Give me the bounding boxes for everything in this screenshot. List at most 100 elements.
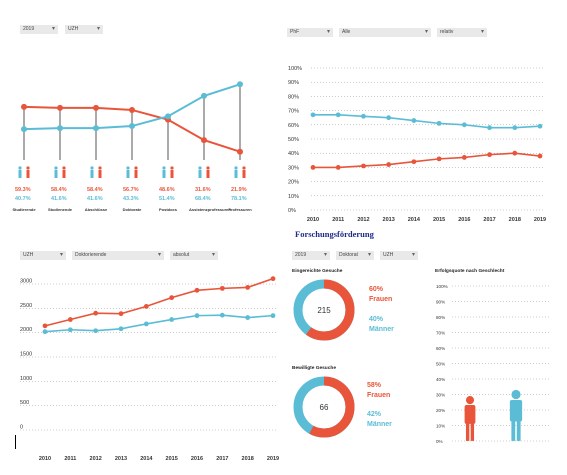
mode-dropdown[interactable]: relativ ▾ <box>437 28 487 37</box>
approved-female-label: Frauen <box>367 392 391 399</box>
male-point <box>67 327 73 333</box>
approved-male-pct: 42% <box>367 411 382 418</box>
female-point <box>194 287 200 293</box>
university-dropdown[interactable]: UZH ▾ <box>65 25 103 34</box>
approved-donut: 66 <box>293 376 355 438</box>
female-point <box>512 150 518 156</box>
female-share-label: 56.7% <box>123 187 139 193</box>
submitted-female-pct: 60% <box>369 286 384 293</box>
female-segment <box>293 279 355 341</box>
female-icon <box>170 166 174 170</box>
female-icon <box>26 170 30 178</box>
female-series-line <box>313 152 541 169</box>
female-point <box>237 148 243 155</box>
male-point <box>361 113 366 119</box>
chevron-down-icon: ▾ <box>326 29 330 35</box>
year-dropdown-2[interactable]: 2019 ▾ <box>292 251 330 260</box>
female-icon <box>62 170 66 178</box>
career-pipeline-chart <box>18 81 246 178</box>
male-icon <box>198 170 202 178</box>
male-icon <box>90 166 94 170</box>
chevron-down-icon: ▾ <box>59 252 63 258</box>
absolute-count-chart: 0 500 1000 1500 2000 2500 3000 2010 2011 2012 2013… <box>20 276 279 462</box>
leg-shape <box>465 422 470 441</box>
stage-dropdown-label: Alle <box>342 29 351 35</box>
y-tick-label: 70% <box>436 331 445 336</box>
y-tick-label: 30% <box>436 393 445 398</box>
male-icon <box>18 170 22 178</box>
university-dropdown-label: UZH <box>68 26 79 32</box>
faculty-dropdown[interactable]: PhF ▾ <box>287 28 333 37</box>
male-point <box>411 118 417 123</box>
section-title: Forschungsförderung <box>295 229 374 239</box>
female-icon <box>62 166 66 170</box>
female-icon <box>98 166 102 170</box>
stage-dropdown[interactable]: Alle ▾ <box>339 28 431 37</box>
male-icon <box>162 170 166 178</box>
male-point <box>487 125 492 131</box>
person-icons <box>54 166 66 178</box>
x-tick-label: 2013 <box>115 456 127 462</box>
female-point <box>537 153 543 159</box>
university-dropdown-3-label: UZH <box>383 252 394 258</box>
submitted-male-pct: 40% <box>369 316 384 323</box>
group-dropdown-label: Doktorierende <box>75 252 107 258</box>
y-tick-label: 2500 <box>20 303 32 309</box>
male-point <box>461 122 467 128</box>
chevron-down-icon: ▾ <box>157 252 161 258</box>
female-figure <box>464 396 476 441</box>
female-point <box>487 152 492 158</box>
level-dropdown[interactable]: Doktorat ▾ <box>336 251 374 260</box>
leg-shape <box>470 422 475 441</box>
female-point <box>270 276 276 282</box>
female-point <box>361 163 366 169</box>
y-tick-label: 100% <box>436 284 448 289</box>
female-share-label: 58.4% <box>51 187 67 193</box>
male-icon <box>198 166 202 170</box>
y-tick-label: 1000 <box>20 376 32 382</box>
male-point <box>537 123 543 129</box>
group-dropdown[interactable]: Doktorierende ▾ <box>72 251 164 260</box>
chevron-down-icon: ▾ <box>424 29 428 35</box>
male-point <box>219 312 225 318</box>
level-dropdown-label: Doktorat <box>339 252 358 258</box>
female-point <box>169 295 175 301</box>
chevron-down-icon: ▾ <box>480 29 484 35</box>
female-point <box>93 310 99 316</box>
male-share-label: 51.4% <box>159 196 175 202</box>
female-point <box>21 103 27 110</box>
mode-dropdown-label: relativ <box>440 29 454 35</box>
university-dropdown-2[interactable]: UZH ▾ <box>20 251 66 260</box>
total-count: 215 <box>317 306 331 315</box>
approved-male-label: Männer <box>367 421 392 428</box>
chevron-down-icon: ▾ <box>367 252 371 258</box>
x-tick-label: 2010 <box>39 456 51 462</box>
female-share-label: 59.3% <box>15 187 31 193</box>
male-icon <box>234 166 238 170</box>
faculty-trend-chart: 0% 10% 20% 30% 40% 50% 60% 70% 80% 90% 100% 2010 201… <box>288 66 546 223</box>
male-icon <box>234 170 238 178</box>
x-tick-label: 2010 <box>307 217 319 223</box>
male-series-line <box>44 314 274 333</box>
person-icons <box>162 166 174 178</box>
female-point <box>118 311 124 317</box>
x-tick-label: 2017 <box>483 217 495 223</box>
year-dropdown[interactable]: 2019 ▾ <box>20 25 58 34</box>
submitted-male-label: Männer <box>369 326 394 333</box>
female-icon <box>98 170 102 178</box>
y-tick-label: 30% <box>288 165 299 171</box>
male-point <box>143 321 149 327</box>
x-tick-label: 2012 <box>357 217 369 223</box>
female-icon <box>206 170 210 178</box>
year-dropdown-label: 2019 <box>23 26 35 32</box>
y-tick-label: 90% <box>288 80 299 86</box>
leg-shape <box>511 420 516 441</box>
scale-dropdown[interactable]: absolut ▾ <box>170 251 218 260</box>
male-icon <box>54 170 58 178</box>
y-tick-label: 20% <box>436 408 445 413</box>
female-share-label: 48.6% <box>159 187 175 193</box>
female-share-label: 21.9% <box>231 187 247 193</box>
university-dropdown-3[interactable]: UZH ▾ <box>380 251 418 260</box>
male-point <box>237 81 243 88</box>
chevron-down-icon: ▾ <box>411 252 415 258</box>
